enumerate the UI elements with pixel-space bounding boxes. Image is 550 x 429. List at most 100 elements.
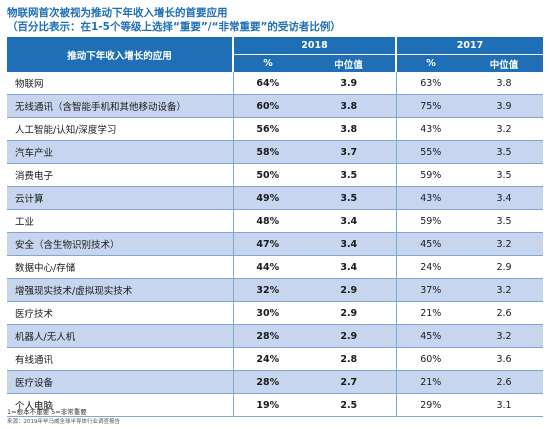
cell-median-2017: 2.6 xyxy=(465,301,544,325)
footnote: 1=根本不重要 5=非常重要 xyxy=(7,408,87,416)
cell-median-2017: 3.6 xyxy=(465,347,544,371)
cell-median-2018: 3.4 xyxy=(302,209,397,233)
cell-percent-2017: 45% xyxy=(395,324,466,348)
row-category: 云计算 xyxy=(7,186,233,210)
cell-median-2018: 3.7 xyxy=(302,140,397,164)
cell-percent-2017: 59% xyxy=(395,209,466,233)
applications-table: 推动下年收入增长的应用 2018 2017 % 中位值 % 中位值 物联网 64%… xyxy=(7,37,544,417)
cell-percent-2017: 55% xyxy=(395,140,466,164)
source-note: 来源：2019年毕马威全球半导体行业调查报告 xyxy=(7,419,120,425)
cell-median-2017: 3.1 xyxy=(465,393,544,417)
cell-percent-2017: 37% xyxy=(395,278,466,302)
cell-percent-2017: 43% xyxy=(395,186,466,210)
table-row: 人工智能/认知/深度学习 56% 3.8 43% 3.2 xyxy=(7,117,544,141)
cell-percent-2017: 59% xyxy=(395,163,466,187)
cell-median-2017: 3.8 xyxy=(465,72,544,95)
percent-header-2018: % xyxy=(232,54,302,72)
cell-percent-2018: 19% xyxy=(232,393,302,417)
cell-median-2017: 2.6 xyxy=(465,370,544,394)
cell-percent-2017: 24% xyxy=(395,255,466,279)
table-row: 增强现实技术/虚拟现实技术 32% 2.9 37% 3.2 xyxy=(7,278,544,302)
cell-percent-2018: 30% xyxy=(232,301,302,325)
cell-percent-2018: 47% xyxy=(232,232,302,256)
table-row: 消费电子 50% 3.5 59% 3.5 xyxy=(7,163,544,187)
cell-median-2018: 3.5 xyxy=(302,163,397,187)
cell-percent-2018: 60% xyxy=(232,94,302,118)
table-row: 云计算 49% 3.5 43% 3.4 xyxy=(7,186,544,210)
cell-percent-2018: 48% xyxy=(232,209,302,233)
cell-median-2018: 3.4 xyxy=(302,255,397,279)
row-category: 个人电脑 xyxy=(7,393,233,417)
table-row: 汽车产业 58% 3.7 55% 3.5 xyxy=(7,140,544,164)
table-row: 安全（含生物识别技术） 47% 3.4 45% 3.2 xyxy=(7,232,544,256)
row-category: 物联网 xyxy=(7,72,233,95)
table-row: 无线通讯（含智能手机和其他移动设备） 60% 3.8 75% 3.9 xyxy=(7,94,544,118)
cell-percent-2017: 43% xyxy=(395,117,466,141)
cell-percent-2018: 32% xyxy=(232,278,302,302)
page-title: 物联网首次被视为推动下年收入增长的首要应用 xyxy=(7,7,228,19)
cell-percent-2018: 28% xyxy=(232,324,302,348)
cell-percent-2018: 64% xyxy=(232,72,302,95)
cell-percent-2017: 63% xyxy=(395,72,466,95)
row-category: 消费电子 xyxy=(7,163,233,187)
row-category: 医疗技术 xyxy=(7,301,233,325)
cell-median-2018: 3.5 xyxy=(302,186,397,210)
cell-median-2018: 2.7 xyxy=(302,370,397,394)
cell-median-2017: 3.4 xyxy=(465,186,544,210)
cell-median-2017: 3.2 xyxy=(465,117,544,141)
cell-percent-2018: 24% xyxy=(232,347,302,371)
table-row: 机器人/无人机 28% 2.9 45% 3.2 xyxy=(7,324,544,348)
cell-percent-2017: 29% xyxy=(395,393,466,417)
cell-percent-2017: 21% xyxy=(395,370,466,394)
cell-median-2017: 3.5 xyxy=(465,209,544,233)
cell-median-2017: 3.2 xyxy=(465,232,544,256)
cell-median-2018: 3.4 xyxy=(302,232,397,256)
row-category: 工业 xyxy=(7,209,233,233)
cell-median-2018: 3.8 xyxy=(302,117,397,141)
cell-percent-2017: 21% xyxy=(395,301,466,325)
table-row: 数据中心/存储 44% 3.4 24% 2.9 xyxy=(7,255,544,279)
cell-percent-2018: 56% xyxy=(232,117,302,141)
cell-median-2017: 3.5 xyxy=(465,140,544,164)
page-subtitle: （百分比表示：在1-5个等级上选择“重要”/“非常重要”的受访者比例） xyxy=(7,21,341,33)
cell-percent-2018: 44% xyxy=(232,255,302,279)
cell-percent-2017: 60% xyxy=(395,347,466,371)
cell-median-2018: 2.9 xyxy=(302,301,397,325)
cell-median-2018: 2.9 xyxy=(302,278,397,302)
cell-percent-2017: 75% xyxy=(395,94,466,118)
cell-median-2018: 3.9 xyxy=(302,72,397,95)
cell-percent-2017: 45% xyxy=(395,232,466,256)
cell-median-2017: 3.2 xyxy=(465,324,544,348)
cell-percent-2018: 28% xyxy=(232,370,302,394)
median-header-2018: 中位值 xyxy=(302,54,397,72)
cell-median-2018: 3.8 xyxy=(302,94,397,118)
row-category: 有线通讯 xyxy=(7,347,233,371)
year-header-2017: 2017 xyxy=(395,37,544,55)
table-body: 物联网 64% 3.9 63% 3.8 无线通讯（含智能手机和其他移动设备） 60% 3.8 7… xyxy=(7,72,544,417)
percent-header-2017: % xyxy=(395,54,466,72)
cell-percent-2018: 58% xyxy=(232,140,302,164)
cell-median-2017: 3.5 xyxy=(465,163,544,187)
cell-median-2018: 2.8 xyxy=(302,347,397,371)
row-category: 医疗设备 xyxy=(7,370,233,394)
table-row: 医疗技术 30% 2.9 21% 2.6 xyxy=(7,301,544,325)
row-category: 安全（含生物识别技术） xyxy=(7,232,233,256)
year-header-2018: 2018 xyxy=(231,37,397,55)
cell-percent-2018: 49% xyxy=(232,186,302,210)
row-category: 机器人/无人机 xyxy=(7,324,233,348)
row-category: 增强现实技术/虚拟现实技术 xyxy=(7,278,233,302)
cell-median-2018: 2.5 xyxy=(302,393,397,417)
cell-percent-2018: 50% xyxy=(232,163,302,187)
table-row: 工业 48% 3.4 59% 3.5 xyxy=(7,209,544,233)
table-row: 医疗设备 28% 2.7 21% 2.6 xyxy=(7,370,544,394)
cell-median-2017: 2.9 xyxy=(465,255,544,279)
cell-median-2018: 2.9 xyxy=(302,324,397,348)
table-row: 有线通讯 24% 2.8 60% 3.6 xyxy=(7,347,544,371)
cell-median-2017: 3.2 xyxy=(465,278,544,302)
row-category: 无线通讯（含智能手机和其他移动设备） xyxy=(7,94,233,118)
row-category: 汽车产业 xyxy=(7,140,233,164)
table-row: 个人电脑 19% 2.5 29% 3.1 xyxy=(7,393,544,417)
median-header-2017: 中位值 xyxy=(465,54,544,72)
row-category: 人工智能/认知/深度学习 xyxy=(7,117,233,141)
row-category: 数据中心/存储 xyxy=(7,255,233,279)
